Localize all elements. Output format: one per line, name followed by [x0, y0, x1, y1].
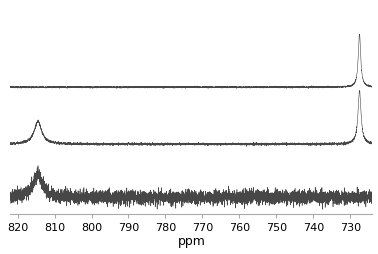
X-axis label: ppm: ppm: [177, 235, 205, 248]
